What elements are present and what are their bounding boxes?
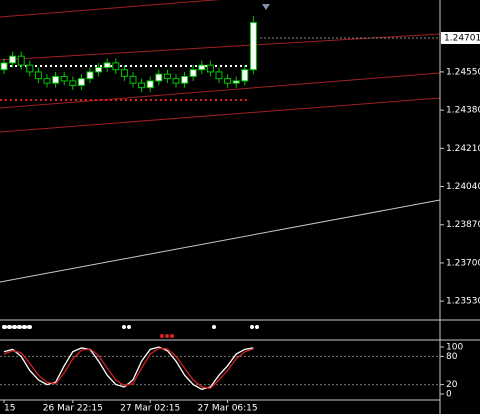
signal-dot: [250, 325, 254, 329]
candle-body: [241, 69, 249, 82]
shift-marker: [262, 4, 270, 10]
signal-dot: [160, 334, 164, 338]
candle-body: [232, 80, 240, 84]
oscillator-line: [3, 346, 254, 390]
signal-dot: [212, 325, 216, 329]
y-tick-label: 1.23700: [446, 258, 480, 268]
current-price-box: [441, 31, 480, 44]
candle-body: [26, 64, 34, 73]
candle-body: [112, 62, 120, 71]
candle-body: [155, 73, 163, 82]
candle-body: [0, 62, 8, 71]
y-tick-label: 1.24040: [446, 182, 480, 192]
candle-body: [249, 21, 257, 71]
candle-body: [103, 62, 111, 68]
y-tick-label: 1.24380: [446, 106, 480, 116]
candle-body: [189, 69, 197, 77]
candle-body: [86, 71, 94, 80]
signal-dot: [165, 334, 169, 338]
trend-line: [0, 199, 441, 283]
trend-line: [0, 97, 441, 133]
candle-body: [163, 73, 171, 80]
oscillator-line: [3, 347, 254, 390]
x-tick-label: 26 Mar 22:15: [43, 404, 103, 414]
candle-body: [9, 55, 17, 64]
x-tick-label: 27 Mar 02:15: [120, 404, 180, 414]
y-tick-label: 1.24550: [446, 67, 480, 77]
y-tick-label: 0: [446, 390, 452, 400]
candle-body: [215, 71, 223, 80]
candle-body: [120, 69, 128, 77]
x-tick-label: 15: [4, 404, 15, 414]
x-tick-label: 27 Mar 06:15: [198, 404, 258, 414]
candle-body: [34, 71, 42, 80]
trend-line: [0, 0, 221, 18]
candle-body: [77, 78, 85, 86]
candle-body: [146, 80, 154, 89]
y-tick-label: 80: [446, 352, 458, 362]
candle-body: [172, 78, 180, 84]
candle-body: [69, 80, 77, 86]
signal-dot: [170, 334, 174, 338]
candle-body: [17, 55, 25, 66]
candle-body: [206, 64, 214, 73]
trend-line: [0, 72, 441, 109]
candle-body: [95, 66, 103, 73]
candle-body: [129, 75, 137, 84]
signal-dot: [127, 325, 131, 329]
candle-body: [198, 64, 206, 71]
candle-body: [224, 78, 232, 84]
y-tick-label: 1.24210: [446, 144, 480, 154]
y-tick-label: 20: [446, 380, 458, 390]
current-price-label: 1.24701: [444, 33, 480, 43]
candle-body: [60, 75, 68, 82]
trend-line: [0, 33, 441, 61]
y-tick-label: 1.23870: [446, 220, 480, 230]
candle-body: [181, 75, 189, 84]
y-tick-label: 100: [446, 343, 463, 353]
candle-body: [52, 75, 60, 84]
y-tick-label: 1.23530: [446, 297, 480, 307]
signal-dot: [255, 325, 259, 329]
candle-body: [43, 78, 51, 84]
signal-dot: [122, 325, 126, 329]
candle-body: [138, 82, 146, 89]
